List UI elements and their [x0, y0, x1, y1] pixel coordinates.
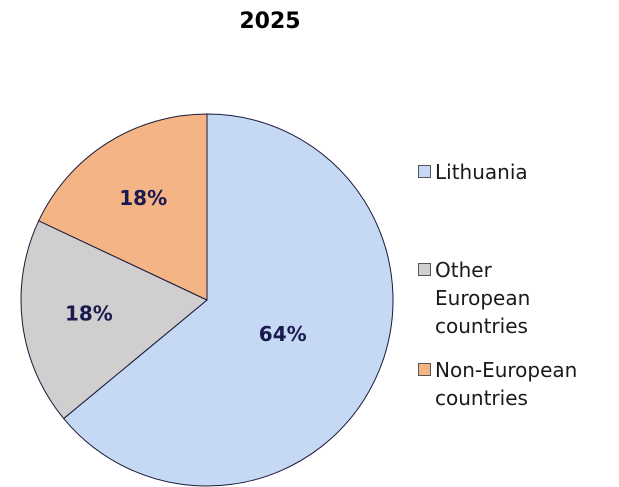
- legend-label: Other European countries: [435, 258, 531, 338]
- legend-item: Lithuania: [418, 158, 587, 186]
- pie-slice: [38, 113, 208, 301]
- legend-item: Other European countries: [418, 256, 587, 340]
- pie-slice: [20, 220, 208, 420]
- data-label: 64%: [259, 322, 307, 346]
- legend-label: Lithuania: [435, 160, 528, 184]
- data-label: 18%: [65, 301, 113, 325]
- data-label: 18%: [119, 186, 167, 210]
- legend-swatch: [418, 165, 431, 178]
- pie-slice: [62, 113, 394, 487]
- chart-title: 2025: [239, 9, 300, 34]
- legend-item: Non-European countries: [418, 356, 587, 412]
- legend-label: Non-European countries: [435, 358, 578, 410]
- legend-swatch: [418, 263, 431, 276]
- legend-swatch: [418, 363, 431, 376]
